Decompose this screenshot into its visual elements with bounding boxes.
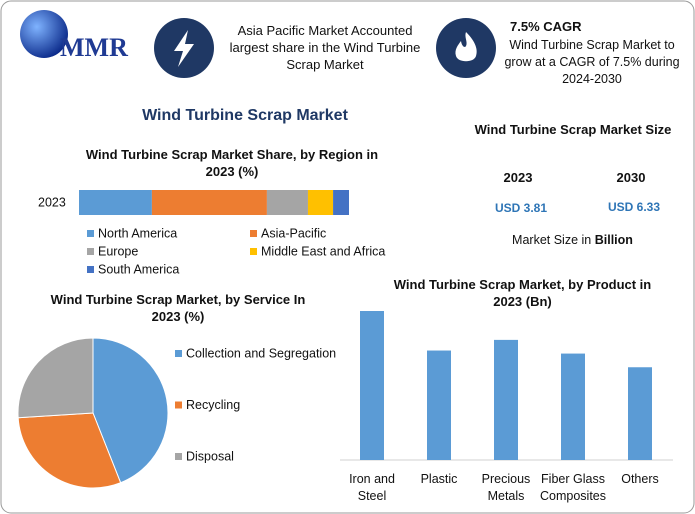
legend-swatch (250, 230, 257, 237)
highlight-2-title: 7.5% CAGR (510, 19, 582, 34)
product-title: Wind Turbine Scrap Market, by Product in… (393, 277, 652, 309)
pie-slice (17, 337, 94, 419)
note-prefix: Market Size in (512, 233, 592, 247)
service-title: Wind Turbine Scrap Market, by Service In… (50, 292, 306, 324)
legend-swatch (175, 453, 182, 460)
bar-segment (79, 190, 152, 215)
x-tick-label: Iron and Steel (349, 472, 395, 503)
x-tick-label: Plastic (420, 472, 458, 486)
legend-label: Collection and Segregation (186, 346, 336, 360)
legend-label: Middle East and Africa (261, 244, 385, 258)
legend-label: Asia-Pacific (261, 226, 326, 240)
size-value: USD 3.81 (494, 201, 548, 215)
pie-slice (17, 412, 122, 489)
bar (628, 367, 652, 460)
legend-label: Europe (98, 244, 138, 258)
y-tick-label: 2023 (38, 195, 66, 209)
bar-segment (266, 190, 308, 215)
legend-label: North America (98, 226, 177, 240)
bar (427, 350, 451, 460)
flame-shape (455, 32, 477, 62)
legend-swatch (175, 401, 182, 409)
bar (494, 339, 518, 460)
highlight-1: Asia Pacific Market Accounted largest sh… (229, 23, 421, 72)
x-tick-label: Precious Metals (481, 472, 531, 503)
year: 2030 (616, 170, 646, 185)
bar-segment (333, 190, 349, 215)
highlight-2: Wind Turbine Scrap Market to grow at a C… (504, 38, 680, 86)
legend-label: Disposal (186, 449, 234, 463)
legend-swatch (87, 266, 94, 273)
note-unit: Billion (594, 233, 633, 247)
main-title: Wind Turbine Scrap Market (142, 107, 348, 124)
legend-swatch (175, 350, 182, 357)
size-note: Market Size in Billion (480, 232, 665, 249)
bar-segment (151, 190, 267, 215)
logo-globe (20, 10, 68, 58)
size-value: USD 6.33 (607, 200, 661, 214)
legend-label: South America (98, 262, 179, 276)
bar-segment (307, 190, 334, 215)
x-tick-label: Others (621, 472, 659, 486)
chart-marks: 2023 North America Asia-Pacific Europe Middl… (17, 190, 673, 489)
bar (360, 311, 384, 460)
legend-swatch (250, 248, 257, 255)
legend-label: Recycling (186, 398, 240, 412)
legend-swatch (87, 230, 94, 237)
region-title: Wind Turbine Scrap Market Share, by Regi… (85, 147, 379, 179)
size-title: Wind Turbine Scrap Market Size (474, 122, 672, 137)
bar (561, 353, 585, 460)
x-tick-label: Fiber Glass Composites (540, 472, 606, 503)
legend-swatch (87, 248, 94, 255)
year: 2023 (503, 170, 533, 185)
logo-text: MMR (60, 33, 128, 62)
bolt-shape (174, 30, 194, 67)
pie-slice (92, 337, 169, 484)
